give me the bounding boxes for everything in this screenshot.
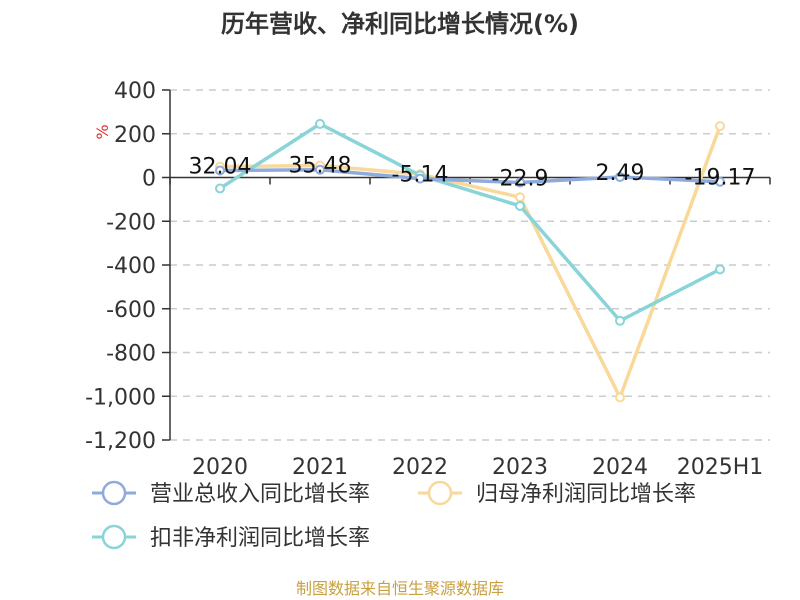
y-tick-label: -200 bbox=[106, 210, 156, 235]
data-label: 32.04 bbox=[189, 154, 252, 179]
series-line bbox=[219, 125, 722, 400]
data-point bbox=[315, 118, 325, 129]
series-lines bbox=[215, 118, 725, 403]
legend-label: 营业总收入同比增长率 bbox=[150, 482, 370, 507]
legend-marker-icon bbox=[101, 524, 127, 550]
y-tick-label: -1,200 bbox=[85, 429, 156, 454]
x-tick-label: 2025H1 bbox=[677, 455, 764, 480]
y-tick-label: -600 bbox=[106, 298, 156, 323]
data-point bbox=[515, 192, 525, 203]
legend-label: 扣非净利润同比增长率 bbox=[150, 526, 370, 551]
legend-marker-icon bbox=[427, 480, 453, 506]
y-axis-unit: % bbox=[93, 124, 112, 139]
data-point bbox=[715, 121, 725, 132]
series-line bbox=[219, 167, 721, 185]
y-tick-label: 0 bbox=[142, 167, 156, 192]
data-labels: 32.04 35.48 -5.14 -22.9 2.49 -19.17 bbox=[189, 154, 756, 192]
y-tick-label: 400 bbox=[114, 79, 156, 104]
data-point bbox=[615, 171, 625, 182]
legend-item[interactable]: 归母净利润同比增长率 bbox=[418, 480, 696, 507]
data-point bbox=[215, 183, 225, 194]
gridlines bbox=[170, 89, 770, 441]
data-label: 2.49 bbox=[596, 161, 645, 186]
x-tick-label: 2024 bbox=[592, 455, 648, 480]
data-point bbox=[715, 264, 725, 275]
axes: 400 200 0 -200 -400 -600 -800 -1,000 -1,200 2020 2… bbox=[85, 79, 771, 480]
data-point bbox=[715, 176, 725, 187]
data-point bbox=[315, 164, 325, 175]
y-tick-label: -400 bbox=[106, 254, 156, 279]
data-point bbox=[515, 200, 525, 211]
data-point bbox=[615, 315, 625, 326]
legend-item[interactable]: 扣非净利润同比增长率 bbox=[92, 524, 370, 551]
chart-title: 历年营收、净利同比增长情况(%) bbox=[221, 10, 579, 38]
y-tick-label: -1,000 bbox=[85, 385, 156, 410]
data-label: 35.48 bbox=[289, 154, 352, 179]
legend-label: 归母净利润同比增长率 bbox=[476, 482, 696, 507]
data-label: -22.9 bbox=[492, 167, 549, 192]
y-tick-label: -800 bbox=[106, 342, 156, 367]
data-point bbox=[215, 165, 225, 176]
source-note: 制图数据来自恒生聚源数据库 bbox=[296, 579, 504, 598]
data-point bbox=[415, 173, 425, 184]
x-tick-label: 2022 bbox=[392, 455, 448, 480]
series-line bbox=[219, 122, 721, 323]
x-tick-label: 2023 bbox=[492, 455, 548, 480]
y-tick-label: 200 bbox=[114, 123, 156, 148]
legend-item[interactable]: 营业总收入同比增长率 bbox=[92, 480, 370, 507]
data-label: -19.17 bbox=[685, 166, 756, 191]
x-tick-label: 2021 bbox=[292, 455, 348, 480]
legend-marker-icon bbox=[101, 480, 127, 506]
data-point bbox=[615, 392, 625, 403]
x-tick-label: 2020 bbox=[192, 455, 248, 480]
data-label: -5.14 bbox=[392, 163, 449, 188]
data-point bbox=[515, 177, 525, 188]
